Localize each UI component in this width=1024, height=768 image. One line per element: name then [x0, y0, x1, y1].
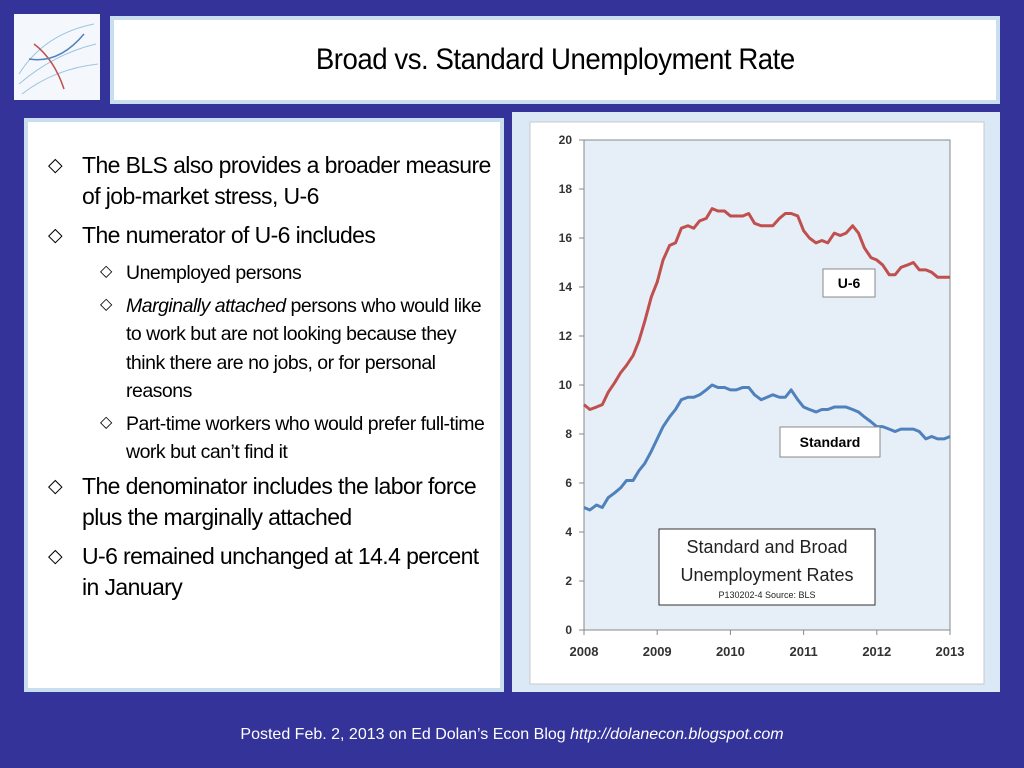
bullet: Part-time workers who would prefer full-…: [48, 409, 498, 467]
y-tick-label: 20: [559, 133, 573, 147]
y-tick-label: 10: [559, 378, 573, 392]
annotation-box: [822, 268, 876, 298]
title: Broad vs. Standard Unemployment Rate: [315, 43, 795, 76]
chart-title: Unemployment Rates: [680, 565, 853, 585]
bullet: Unemployed persons: [48, 258, 498, 288]
footer-text: Posted Feb. 2, 2013 on Ed Dolan’s Econ B…: [240, 726, 571, 743]
bullet-text: The denominator includes the labor force…: [82, 472, 477, 530]
bullet: Marginally attached persons who would li…: [48, 291, 498, 406]
chart-title: Standard and Broad: [686, 537, 847, 557]
title-box: Broad vs. Standard Unemployment Rate: [110, 16, 1000, 104]
y-tick-label: 8: [565, 427, 572, 441]
bullet: The BLS also provides a broader measure …: [48, 150, 498, 212]
footer: Posted Feb. 2, 2013 on Ed Dolan’s Econ B…: [0, 726, 1024, 744]
annotation: U-6: [838, 275, 861, 291]
bullet-list: The BLS also provides a broader measure …: [48, 150, 498, 611]
y-tick-label: 6: [565, 476, 572, 490]
chart: 0 2 4 6 8 10 12 14 16 18 20 2008 2009 2010 2011 2012 201…: [512, 112, 1000, 692]
bullet-text: The BLS also provides a broader measure …: [82, 152, 491, 209]
bullet-text: U-6 remained unchanged at 14.4 percent i…: [82, 542, 479, 600]
chart-source: P130202-4 Source: BLS: [718, 590, 815, 600]
chart-title-box: [658, 528, 876, 606]
bullet-text: persons who would like to work but are n…: [126, 294, 482, 403]
y-tick-label: 12: [559, 329, 573, 343]
x-tick-label: 2011: [789, 644, 817, 659]
bullet: The numerator of U-6 includes: [48, 220, 498, 251]
bullet-emphasis: Marginally attached: [126, 294, 286, 317]
thumb-blue: [28, 33, 85, 61]
x-tick-label: 2013: [936, 644, 965, 659]
x-tick-label: 2009: [643, 644, 672, 659]
y-tick-label: 14: [559, 280, 573, 294]
line-series: [583, 207, 950, 411]
y-tick-label: 0: [565, 623, 572, 637]
y-tick-label: 18: [559, 182, 573, 196]
line-series: [583, 383, 951, 512]
thumb-red: [33, 43, 65, 90]
y-tick-label: 16: [559, 231, 573, 245]
bullet: U-6 remained unchanged at 14.4 percent i…: [48, 541, 498, 603]
bullet-text: Unemployed persons: [126, 262, 302, 284]
annotation: Standard: [800, 434, 861, 450]
footer-link: http://dolanecon.blogspot.com: [570, 726, 784, 743]
thumbnail: [14, 14, 100, 100]
y-tick-label: 2: [565, 574, 572, 588]
thumb-lines: [18, 23, 99, 95]
y-tick-label: 4: [565, 525, 572, 539]
bullet-text: Part-time workers who would prefer full-…: [126, 412, 485, 464]
annotation-box: [779, 426, 881, 458]
x-tick-label: 2008: [570, 644, 599, 659]
thumb-bg: [14, 14, 100, 100]
x-tick-label: 2012: [862, 644, 891, 659]
bullet: The denominator includes the labor force…: [48, 471, 498, 533]
bullet-text: The numerator of U-6 includes: [82, 222, 376, 248]
text-box: The BLS also provides a broader measure …: [24, 118, 504, 692]
x-tick-label: 2010: [716, 644, 745, 659]
